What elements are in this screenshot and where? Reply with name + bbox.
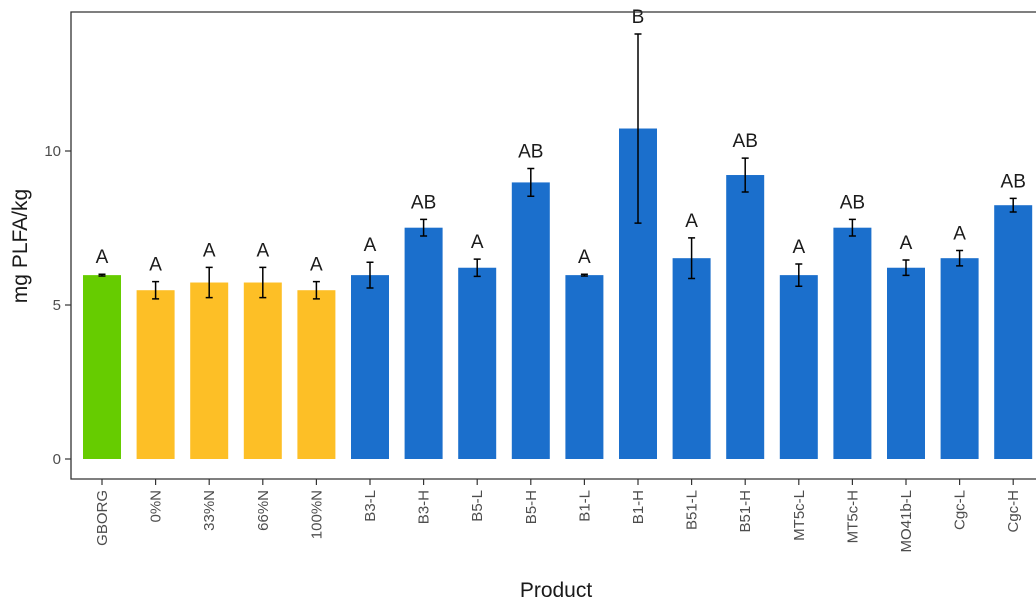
significance-label: A	[578, 247, 591, 268]
error-bar-GBORG	[98, 273, 106, 277]
x-tick-label: MO41b-L	[898, 490, 915, 553]
error-bar-MT5c-H	[848, 218, 856, 237]
error-bar-100%N	[312, 280, 320, 300]
x-tick-label: Cgc-L	[952, 490, 969, 530]
bar-B51-H	[726, 175, 765, 460]
error-bar-B1-H	[634, 33, 642, 224]
axes	[70, 11, 1036, 480]
error-bar-33%N	[205, 266, 213, 299]
significance-label: AB	[518, 142, 543, 163]
significance-label: A	[792, 237, 805, 258]
x-tick-label: 0%N	[148, 490, 165, 523]
significance-label: AB	[411, 192, 436, 213]
plot-panel-border	[70, 11, 1036, 480]
x-tick-label: MT5c-H	[844, 490, 861, 543]
bar-100%N	[297, 290, 336, 459]
x-tick-label: B5-H	[523, 490, 540, 524]
x-tick-label: B51-L	[684, 490, 701, 530]
y-tick-label: 0	[53, 451, 61, 468]
x-tick-label: 100%N	[308, 490, 325, 539]
bar-0%N	[136, 290, 175, 459]
bar-GBORG	[83, 275, 121, 459]
significance-label: A	[900, 233, 913, 254]
error-bar-0%N	[152, 280, 160, 300]
error-bar-B3-H	[420, 218, 428, 237]
x-tick-label: GBORG	[94, 490, 111, 546]
bar-B1-L	[565, 275, 604, 459]
x-tick-label: B1-H	[630, 490, 647, 524]
error-bar-B5-H	[527, 167, 535, 198]
x-axis-ticks: GBORG 0%N 33%N 66%N 100%N B3-L B3-H B5-L B5-H B1-…	[94, 479, 1022, 553]
error-bar-B5-L	[473, 258, 481, 278]
y-axis-title: mg PLFA/kg	[9, 189, 32, 303]
significance-label: AB	[1001, 171, 1026, 192]
significance-label: A	[310, 255, 323, 276]
significance-label: A	[149, 255, 162, 276]
y-axis-ticks: 0 5 10	[44, 143, 71, 468]
y-tick-label: 10	[44, 143, 61, 160]
bar-MT5c-H	[833, 227, 872, 459]
bar-66%N	[243, 282, 282, 459]
error-bar-66%N	[259, 266, 267, 299]
significance-label: A	[471, 232, 484, 253]
significance-label: AB	[733, 131, 758, 152]
error-bar-B1-L	[580, 273, 588, 277]
error-bar-B3-L	[366, 261, 374, 289]
bar-MT5c-L	[779, 275, 818, 459]
significance-label: B	[632, 7, 645, 28]
bar-B5-H	[511, 182, 550, 459]
x-tick-label: MT5c-L	[791, 490, 808, 541]
error-bar-MT5c-L	[795, 263, 803, 287]
x-axis-title: Product	[520, 579, 593, 600]
x-tick-label: B3-H	[416, 490, 433, 524]
bars	[83, 128, 1033, 460]
error-bar-B51-H	[741, 157, 749, 193]
error-bar-B51-L	[688, 237, 696, 280]
x-tick-label: B3-L	[362, 490, 379, 522]
bar-B3-H	[404, 227, 443, 459]
bar-B51-L	[672, 258, 711, 459]
significance-label: A	[96, 247, 109, 268]
bar-B3-L	[351, 275, 389, 459]
bar-33%N	[190, 282, 229, 459]
significance-label: A	[203, 240, 216, 261]
error-bar-MO41b-L	[902, 259, 910, 277]
error-bars	[98, 33, 1017, 300]
x-tick-label: 66%N	[255, 490, 272, 531]
error-bar-Cgc-L	[956, 249, 964, 267]
significance-label: A	[256, 240, 269, 261]
x-tick-label: B51-H	[737, 490, 754, 533]
bar-MO41b-L	[887, 267, 925, 459]
x-tick-label: Cgc-H	[1005, 490, 1022, 533]
significance-label: A	[685, 211, 698, 232]
bar-Cgc-L	[940, 258, 979, 459]
error-bar-Cgc-H	[1009, 197, 1017, 213]
significance-label: A	[953, 223, 966, 244]
bar-Cgc-H	[994, 205, 1033, 459]
bar-B5-L	[458, 267, 497, 459]
x-tick-label: 33%N	[201, 490, 218, 531]
y-tick-label: 5	[53, 297, 61, 314]
x-tick-label: B5-L	[469, 490, 486, 522]
x-tick-label: B1-L	[576, 490, 593, 522]
significance-label: A	[364, 235, 377, 256]
significance-label: AB	[840, 192, 865, 213]
